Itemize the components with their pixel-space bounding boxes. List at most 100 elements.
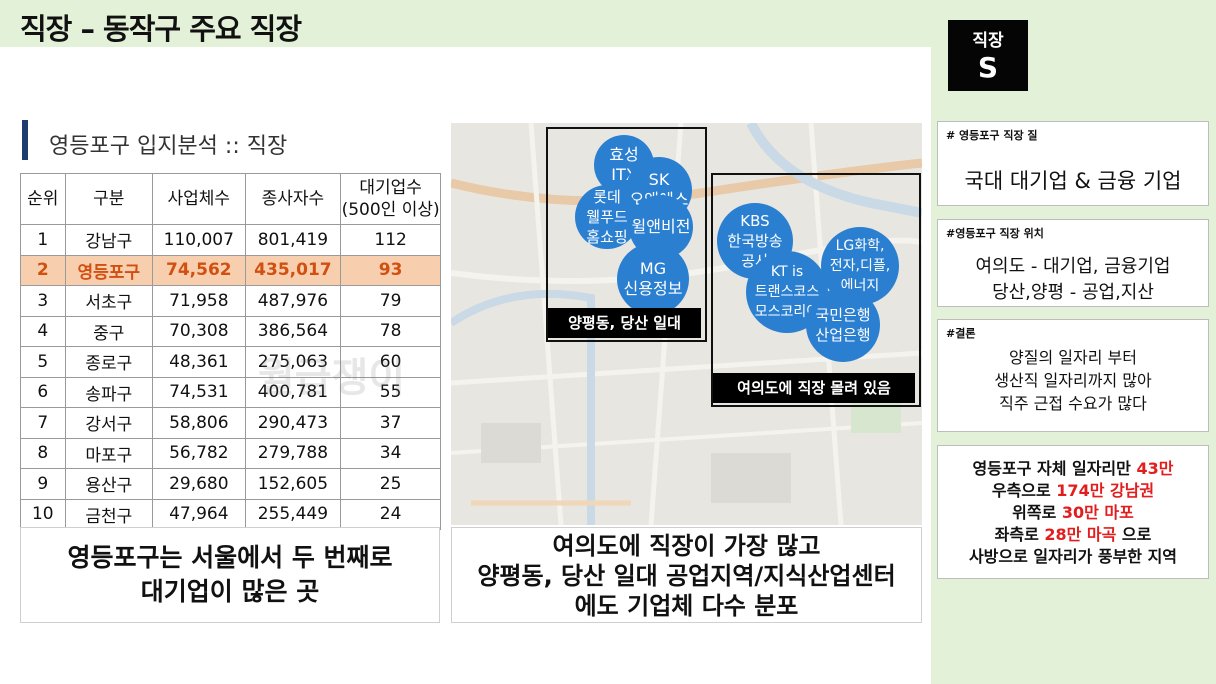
table-cell: 6 [20,376,66,408]
table-cell: 34 [340,437,441,469]
table-cell: 29,680 [152,468,246,500]
yangpyeong-label: 양평동, 당산 일대 [548,308,701,338]
side-line: 우측으로 174만 강남권 [991,481,1155,500]
table-cell: 47,964 [152,498,246,530]
caption-line: 영등포구는 서울에서 두 번째로 [67,543,393,572]
table-cell: 60 [340,346,441,378]
table-cell: 강남구 [64,224,154,256]
table-cell: 4 [20,315,66,347]
table-row: 8 마포구 56,782 279,788 34 [20,437,441,469]
yeouido-label: 여의도에 직장 몰려 있음 [713,373,915,403]
section-title: 영등포구 입지분석 :: 직장 [49,134,288,159]
side-line: 사방으로 일자리가 풍부한 지역 [968,547,1178,566]
table-body: 1 강남구 110,007 801,419 112 2 영등포구 74,562 435,017 9… [20,224,441,530]
table-cell: 25 [340,468,441,500]
table-cell: 강서구 [64,407,154,439]
side-tag: #영등포구 직장 위치 [946,227,1044,240]
table-cell: 56,782 [152,437,246,469]
ranking-table: 순위 구분 사업체수 종사자수 대기업수 (500인 이상) 1 강남구 110,0… [20,173,441,530]
table-cell: 용산구 [64,468,154,500]
badge-grade: S [977,51,999,84]
caption-line: 여의도에 직장이 가장 많고 [552,532,821,560]
table-cell: 중구 [64,315,154,347]
table-cell: 5 [20,346,66,378]
table-cell: 3 [20,285,66,317]
table-cell: 152,605 [244,468,342,500]
table-cell: 영등포구 [64,254,154,286]
company-marker: KT is 트랜스코스 모스코리아 [746,251,828,333]
table-cell: 송파구 [64,376,154,408]
table-cell: 8 [20,437,66,469]
side-body: 국대 대기업 & 금융 기업 [964,169,1182,193]
caption-line: 대기업이 많은 곳 [140,577,320,606]
table-cell: 275,063 [244,346,342,378]
header-large-firms: 대기업수 (500인 이상) [340,173,441,225]
table-cell: 금천구 [64,498,154,530]
table-caption: 영등포구는 서울에서 두 번째로 대기업이 많은 곳 [20,527,440,623]
table-cell: 386,564 [244,315,342,347]
table-row: 5 종로구 48,361 275,063 60 [20,346,441,378]
table-cell: 71,958 [152,285,246,317]
table-cell: 112 [340,224,441,256]
watermark-text: 월급쟁이 [258,355,406,401]
side-line: 영등포구 자체 일자리만 43만 [972,459,1174,478]
table-cell: 10 [20,498,66,530]
table-row: 3 서초구 71,958 487,976 79 [20,285,441,317]
side-line: 생산직 일자리까지 많아 [994,371,1152,390]
side-line: 당산,양평 - 공업,지산 [992,282,1154,303]
table-cell: 110,007 [152,224,246,256]
table-cell: 종로구 [64,346,154,378]
caption-line: 양평동, 당산 일대 공업지역/지식산업센터 [477,562,896,590]
table-cell: 435,017 [244,254,342,286]
table-cell: 79 [340,285,441,317]
table-cell: 255,449 [244,498,342,530]
side-tag: # 영등포구 직장 질 [946,129,1038,142]
table-cell: 서초구 [64,285,154,317]
side-line: 좌측로 28만 마곡 으로 [994,525,1152,544]
company-marker: 국민은행 산업은행 [806,288,880,362]
table-cell: 55 [340,376,441,408]
side-tag: #결론 [946,327,976,340]
yangpyeong-area-frame [546,127,707,342]
table-cell: 93 [340,254,441,286]
side-box-conclusion: #결론 양질의 일자리 부터 생산직 일자리까지 많아 직주 근접 수요가 많다 [937,319,1209,432]
company-marker: 롯데 웰푸드 홈쇼핑 [575,185,639,249]
table-cell: 9 [20,468,66,500]
table-row: 4 중구 70,308 386,564 78 [20,315,441,347]
table-row: 7 강서구 58,806 290,473 37 [20,407,441,439]
table-cell: 487,976 [244,285,342,317]
side-body: 양질의 일자리 부터 생산직 일자리까지 많아 직주 근접 수요가 많다 [938,346,1208,415]
badge-label: 직장 [972,31,1004,51]
page-title: 직장 – 동작구 주요 직장 [20,12,302,46]
table-cell: 1 [20,224,66,256]
header-rank: 순위 [20,173,66,225]
header-businesses: 사업체수 [152,173,246,225]
table-row: 2 영등포구 74,562 435,017 93 [20,254,441,286]
table-cell: 78 [340,315,441,347]
table-cell: 70,308 [152,315,246,347]
side-box-jobs: 영등포구 자체 일자리만 43만 우측으로 174만 강남권 위쪽로 30만 마… [937,445,1209,579]
table-row: 10 금천구 47,964 255,449 24 [20,498,441,530]
category-badge: 직장 S [948,20,1028,91]
side-body: 영등포구 자체 일자리만 43만 우측으로 174만 강남권 위쪽로 30만 마… [938,458,1208,568]
side-line: 여의도 - 대기업, 금융기업 [975,256,1171,277]
side-box-quality: # 영등포구 직장 질 국대 대기업 & 금융 기업 [937,121,1209,206]
table-cell: 74,562 [152,254,246,286]
side-line: 양질의 일자리 부터 [1009,348,1137,367]
table-row: 1 강남구 110,007 801,419 112 [20,224,441,256]
table-cell: 58,806 [152,407,246,439]
section-accent-bar [22,120,28,160]
side-box-location: #영등포구 직장 위치 여의도 - 대기업, 금융기업 당산,양평 - 공업,지… [937,219,1209,307]
table-cell: 24 [340,498,441,530]
header-employees: 종사자수 [244,173,342,225]
caption-line: 에도 기업체 다수 분포 [574,592,799,620]
yeouido-area-frame [711,173,921,407]
table-cell: 마포구 [64,437,154,469]
table-cell: 279,788 [244,437,342,469]
table-cell: 37 [340,407,441,439]
side-line: 위쪽로 30만 마포 [1012,503,1134,522]
table-header-row: 순위 구분 사업체수 종사자수 대기업수 (500인 이상) [20,173,441,225]
table-cell: 74,531 [152,376,246,408]
table-cell: 48,361 [152,346,246,378]
